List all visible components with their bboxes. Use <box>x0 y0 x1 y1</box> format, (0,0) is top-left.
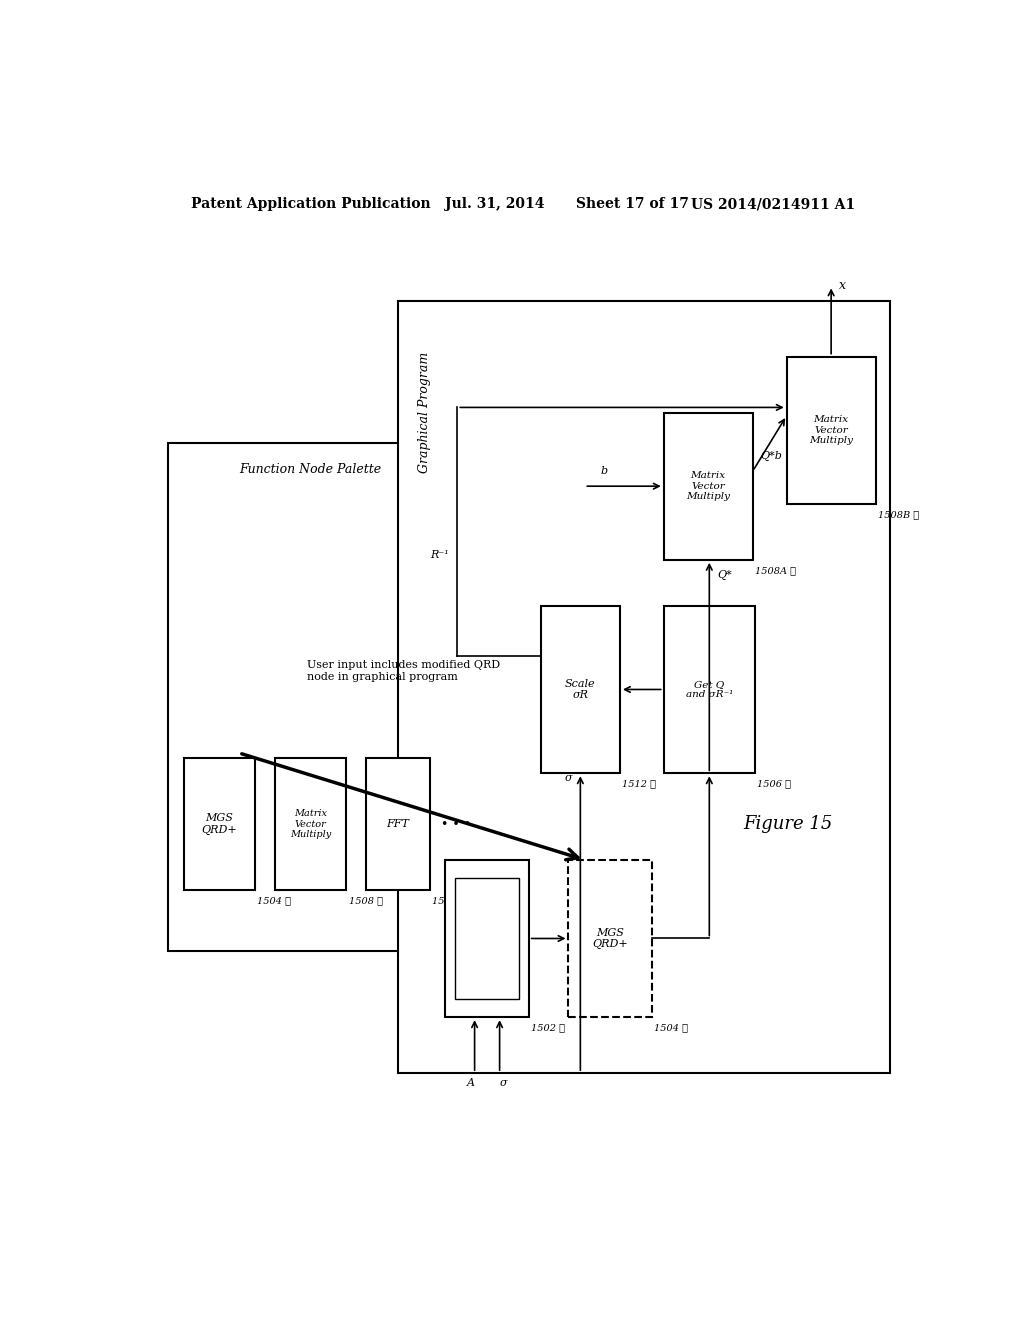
Bar <box>664 413 753 560</box>
Text: A
σI: A σI <box>481 928 494 949</box>
Text: Q*b: Q*b <box>761 451 782 461</box>
Bar <box>168 444 454 952</box>
Text: MGS
QRD+: MGS QRD+ <box>202 813 238 836</box>
Text: 1508A ⎷: 1508A ⎷ <box>755 566 796 576</box>
Text: Patent Application Publication: Patent Application Publication <box>191 197 431 211</box>
Text: σ: σ <box>565 774 572 783</box>
Text: Get Q
and σR⁻¹: Get Q and σR⁻¹ <box>686 680 733 700</box>
Text: Figure 15: Figure 15 <box>743 816 833 833</box>
Bar <box>274 758 346 890</box>
Text: 1510 ⎷: 1510 ⎷ <box>432 896 466 906</box>
Text: Matrix
Vector
Multiply: Matrix Vector Multiply <box>290 809 331 840</box>
Text: Matrix
Vector
Multiply: Matrix Vector Multiply <box>809 416 853 445</box>
Text: b: b <box>600 466 607 477</box>
Text: 1512 ⎷: 1512 ⎷ <box>623 779 656 788</box>
Text: 1504 ⎷: 1504 ⎷ <box>257 896 292 906</box>
Text: 1506 ⎷: 1506 ⎷ <box>758 779 792 788</box>
Bar <box>397 301 890 1073</box>
Text: x: x <box>839 279 846 292</box>
Text: A: A <box>467 1078 475 1088</box>
Text: 1502 ⎷: 1502 ⎷ <box>531 1023 565 1032</box>
Bar <box>664 606 755 774</box>
Text: • • •: • • • <box>441 817 472 830</box>
Text: US 2014/0214911 A1: US 2014/0214911 A1 <box>691 197 856 211</box>
Bar <box>367 758 430 890</box>
Text: Function Node Palette: Function Node Palette <box>240 463 382 477</box>
Bar <box>786 356 876 504</box>
Text: 1508B ⎷: 1508B ⎷ <box>878 510 920 519</box>
Bar <box>541 606 621 774</box>
Bar <box>455 878 519 999</box>
Text: 1508 ⎷: 1508 ⎷ <box>348 896 383 906</box>
Text: FFT: FFT <box>386 820 410 829</box>
Text: σ: σ <box>500 1078 507 1088</box>
Text: User input includes modified QRD
node in graphical program: User input includes modified QRD node in… <box>306 660 500 682</box>
Text: Q*: Q* <box>717 570 732 579</box>
Text: Jul. 31, 2014: Jul. 31, 2014 <box>445 197 545 211</box>
Bar <box>183 758 255 890</box>
Text: R⁻¹: R⁻¹ <box>431 550 450 560</box>
Text: Graphical Program: Graphical Program <box>418 351 431 473</box>
Text: Sheet 17 of 17: Sheet 17 of 17 <box>577 197 689 211</box>
Text: MGS
QRD+: MGS QRD+ <box>592 928 628 949</box>
Bar <box>445 859 528 1018</box>
Bar <box>568 859 652 1018</box>
Text: 1504 ⎷: 1504 ⎷ <box>654 1023 688 1032</box>
Text: Scale
σR: Scale σR <box>565 678 596 701</box>
Text: Matrix
Vector
Multiply: Matrix Vector Multiply <box>686 471 730 502</box>
